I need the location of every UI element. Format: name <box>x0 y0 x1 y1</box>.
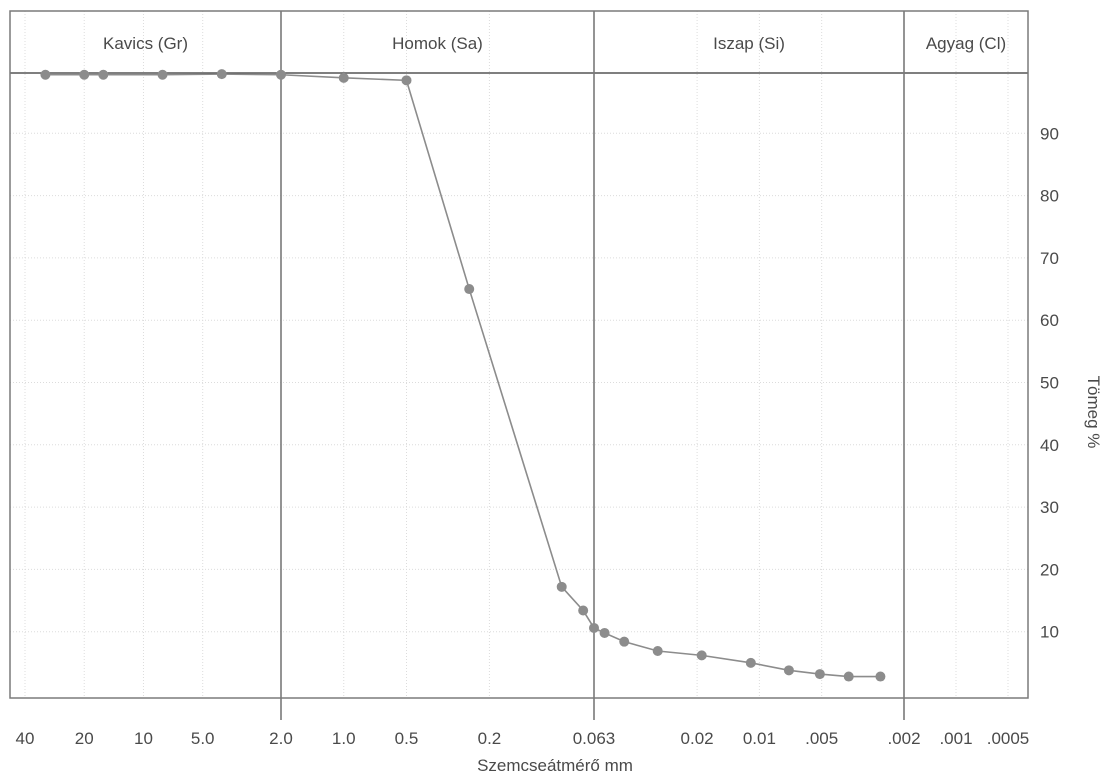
y-tick-label: 10 <box>1040 623 1059 642</box>
zone-label: Homok (Sa) <box>392 34 483 53</box>
y-tick-label: 50 <box>1040 374 1059 393</box>
soil-zones: Kavics (Gr) Homok (Sa) Iszap (Si) Agyag (Cl… <box>10 11 1028 720</box>
x-tick-label: 10 <box>134 729 153 748</box>
data-point <box>578 605 589 616</box>
series-layer <box>40 69 886 682</box>
data-point <box>619 636 630 647</box>
x-tick-label: 1.0 <box>332 729 356 748</box>
zone-label: Iszap (Si) <box>713 34 785 53</box>
data-point <box>157 69 168 80</box>
x-tick-label: 0.2 <box>478 729 502 748</box>
x-tick-label: 0.063 <box>573 729 616 748</box>
data-point <box>464 284 475 295</box>
x-tick-label: 20 <box>75 729 94 748</box>
y-tick-label: 30 <box>1040 498 1059 517</box>
zone-label: Kavics (Gr) <box>103 34 188 53</box>
zone-label: Agyag (Cl) <box>926 34 1006 53</box>
data-point <box>40 69 51 80</box>
data-point <box>338 72 349 83</box>
x-axis-label: Szemcseátmérő mm <box>477 756 633 775</box>
y-tick-label: 60 <box>1040 311 1059 330</box>
x-tick-label: .0005 <box>987 729 1030 748</box>
grid-lines <box>10 11 1028 698</box>
data-point <box>98 69 109 80</box>
data-point <box>276 69 286 80</box>
x-tick-label: .005 <box>805 729 838 748</box>
x-tick-label: .002 <box>887 729 920 748</box>
data-point <box>783 665 794 676</box>
x-tick-label: 5.0 <box>191 729 215 748</box>
x-tick-labels: 40 20 10 5.0 2.0 1.0 0.5 0.2 0.063 0.02 0.01 .005 .0… <box>16 729 1030 748</box>
data-point <box>599 627 610 638</box>
data-point <box>814 669 825 680</box>
y-tick-label: 80 <box>1040 187 1059 206</box>
x-tick-label: 0.01 <box>743 729 776 748</box>
data-point <box>745 657 756 668</box>
data-point <box>556 581 567 592</box>
y-tick-label: 40 <box>1040 436 1059 455</box>
data-point <box>401 75 412 86</box>
data-point <box>843 671 854 682</box>
data-point <box>216 69 227 80</box>
plot-frame <box>9 10 1029 699</box>
y-tick-label: 70 <box>1040 249 1059 268</box>
y-tick-label: 20 <box>1040 560 1059 579</box>
data-point <box>696 650 707 661</box>
x-tick-label: 0.02 <box>681 729 714 748</box>
data-point <box>589 622 599 633</box>
x-tick-label: .001 <box>939 729 972 748</box>
series-line <box>45 73 881 678</box>
data-point <box>652 646 663 657</box>
y-tick-labels: 10 20 30 40 50 60 70 80 90 <box>1040 124 1059 641</box>
data-point <box>79 69 90 80</box>
data-point <box>875 671 886 682</box>
y-tick-label: 90 <box>1040 124 1059 143</box>
x-tick-label: 40 <box>16 729 35 748</box>
x-tick-label: 0.5 <box>395 729 419 748</box>
y-axis-label: Tömeg % <box>1084 376 1103 449</box>
x-tick-label: 2.0 <box>269 729 293 748</box>
